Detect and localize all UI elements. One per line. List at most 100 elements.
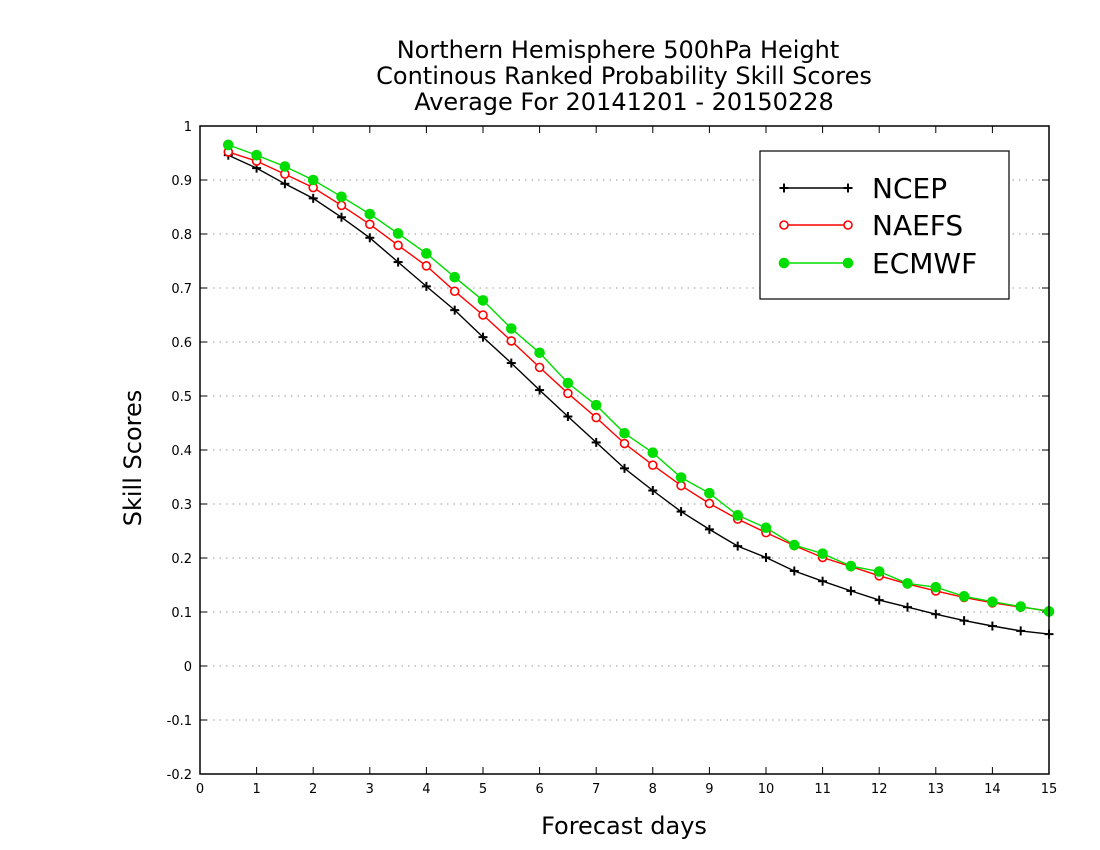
x-tick-label: 9 <box>705 782 713 797</box>
ncep-point <box>874 595 884 605</box>
legend-marker-ncep <box>843 183 853 193</box>
y-tick-label: 0.8 <box>171 228 192 243</box>
ncep-point <box>648 486 658 495</box>
ecmwf-point <box>449 271 461 283</box>
x-tick-label: 14 <box>984 782 1001 797</box>
ecmwf-point <box>873 566 885 577</box>
naefs-point <box>364 219 375 230</box>
y-axis-title: Skill Scores <box>119 390 147 527</box>
ecmwf-point <box>817 548 828 559</box>
legend: NCEP NAEFS ECMWF <box>759 150 1010 300</box>
ecmwf-point <box>789 539 800 551</box>
ncep-point <box>308 193 318 203</box>
ncep-point <box>846 586 856 596</box>
naefs-point <box>534 362 545 373</box>
ncep-point <box>563 412 573 422</box>
naefs-point <box>704 498 715 509</box>
ncep-point <box>535 385 545 395</box>
x-tick-label: 10 <box>758 782 775 797</box>
y-tick-label: 0.6 <box>171 336 192 351</box>
ecmwf-point <box>930 581 942 593</box>
ecmwf-point <box>619 427 630 439</box>
x-tick-label: 3 <box>366 782 374 797</box>
y-tick-label: 0.1 <box>171 606 192 621</box>
legend-marker-naefs <box>843 220 853 230</box>
ncep-line <box>228 154 1050 635</box>
ncep-point <box>591 437 601 447</box>
legend-marker-ecmwf <box>842 257 854 269</box>
ecmwf-point <box>987 596 998 608</box>
legend-marker-naefs <box>779 220 789 230</box>
chart-title-line-2: Continous Ranked Probability Skill Score… <box>376 62 872 90</box>
naefs-point <box>393 240 403 251</box>
chart-title-line-1: Northern Hemisphere 500hPa Height <box>397 36 840 64</box>
ecmwf-point <box>506 323 517 334</box>
x-tick-label: 11 <box>814 782 831 797</box>
ncep-point <box>337 212 346 222</box>
ncep-point <box>987 621 997 631</box>
ecmwf-point <box>223 139 234 151</box>
ncep-point <box>280 179 290 189</box>
ecmwf-point <box>279 161 291 172</box>
naefs-point <box>676 480 686 491</box>
series-lines <box>223 139 1055 639</box>
ecmwf-point <box>590 399 602 411</box>
ncep-point <box>818 576 828 586</box>
x-tick-label: 1 <box>252 782 260 797</box>
ncep-point <box>421 281 431 291</box>
naefs-point <box>506 336 517 346</box>
chart-title-line-3: Average For 20141201 - 20150228 <box>414 88 834 116</box>
y-tick-label: 0.9 <box>171 174 192 189</box>
naefs-point <box>563 388 573 399</box>
ecmwf-point <box>336 191 347 203</box>
ecmwf-point <box>845 560 857 572</box>
naefs-point <box>647 460 658 470</box>
naefs-point <box>478 310 488 320</box>
ecmwf-point <box>364 208 376 220</box>
ncep-point <box>365 233 375 243</box>
naefs-point <box>449 286 460 297</box>
ncep-point <box>676 507 686 517</box>
ecmwf-point <box>562 377 574 389</box>
y-tick-label: -0.1 <box>167 714 192 729</box>
ecmwf-point <box>307 174 319 186</box>
ecmwf-point <box>958 591 970 602</box>
ncep-point <box>733 541 743 551</box>
ncep-point <box>506 358 516 368</box>
ecmwf-point <box>392 228 404 239</box>
axis-ticks: -0.2-0.100.10.20.30.40.50.60.70.80.910 1 2… <box>167 120 1058 797</box>
ncep-point <box>761 552 771 562</box>
legend-label-ncep: NCEP <box>872 172 947 205</box>
ncep-point <box>1016 626 1026 636</box>
x-tick-label: 2 <box>309 782 317 797</box>
x-tick-label: 12 <box>871 782 888 797</box>
ecmwf-point <box>251 149 262 161</box>
y-tick-label: 0.4 <box>171 444 192 459</box>
ncep-point <box>903 602 912 612</box>
legend-marker-ncep <box>779 183 789 193</box>
x-tick-label: 4 <box>422 782 430 797</box>
y-tick-label: 0.3 <box>171 498 192 513</box>
x-axis-title: Forecast days <box>541 812 707 840</box>
ecmwf-point <box>647 447 659 459</box>
ecmwf-point <box>421 248 432 259</box>
x-tick-label: 15 <box>1041 782 1058 797</box>
ecmwf-point <box>704 487 715 499</box>
legend-label-naefs: NAEFS <box>872 209 963 242</box>
plot-frame <box>199 125 1050 775</box>
ncep-point <box>931 609 941 619</box>
legend-label-ecmwf: ECMWF <box>872 247 977 280</box>
ncep-point <box>478 332 488 342</box>
x-tick-label: 7 <box>592 782 600 797</box>
ncep-point <box>620 463 629 473</box>
x-tick-label: 5 <box>479 782 487 797</box>
y-tick-label: 0 <box>184 660 192 675</box>
y-tick-label: 1 <box>184 120 192 135</box>
legend-marker-ecmwf <box>778 257 790 269</box>
ecmwf-point <box>477 295 489 306</box>
naefs-point <box>421 261 432 271</box>
ecmwf-point <box>760 522 772 534</box>
y-tick-label: 0.7 <box>171 282 192 297</box>
x-tick-label: 0 <box>196 782 204 797</box>
